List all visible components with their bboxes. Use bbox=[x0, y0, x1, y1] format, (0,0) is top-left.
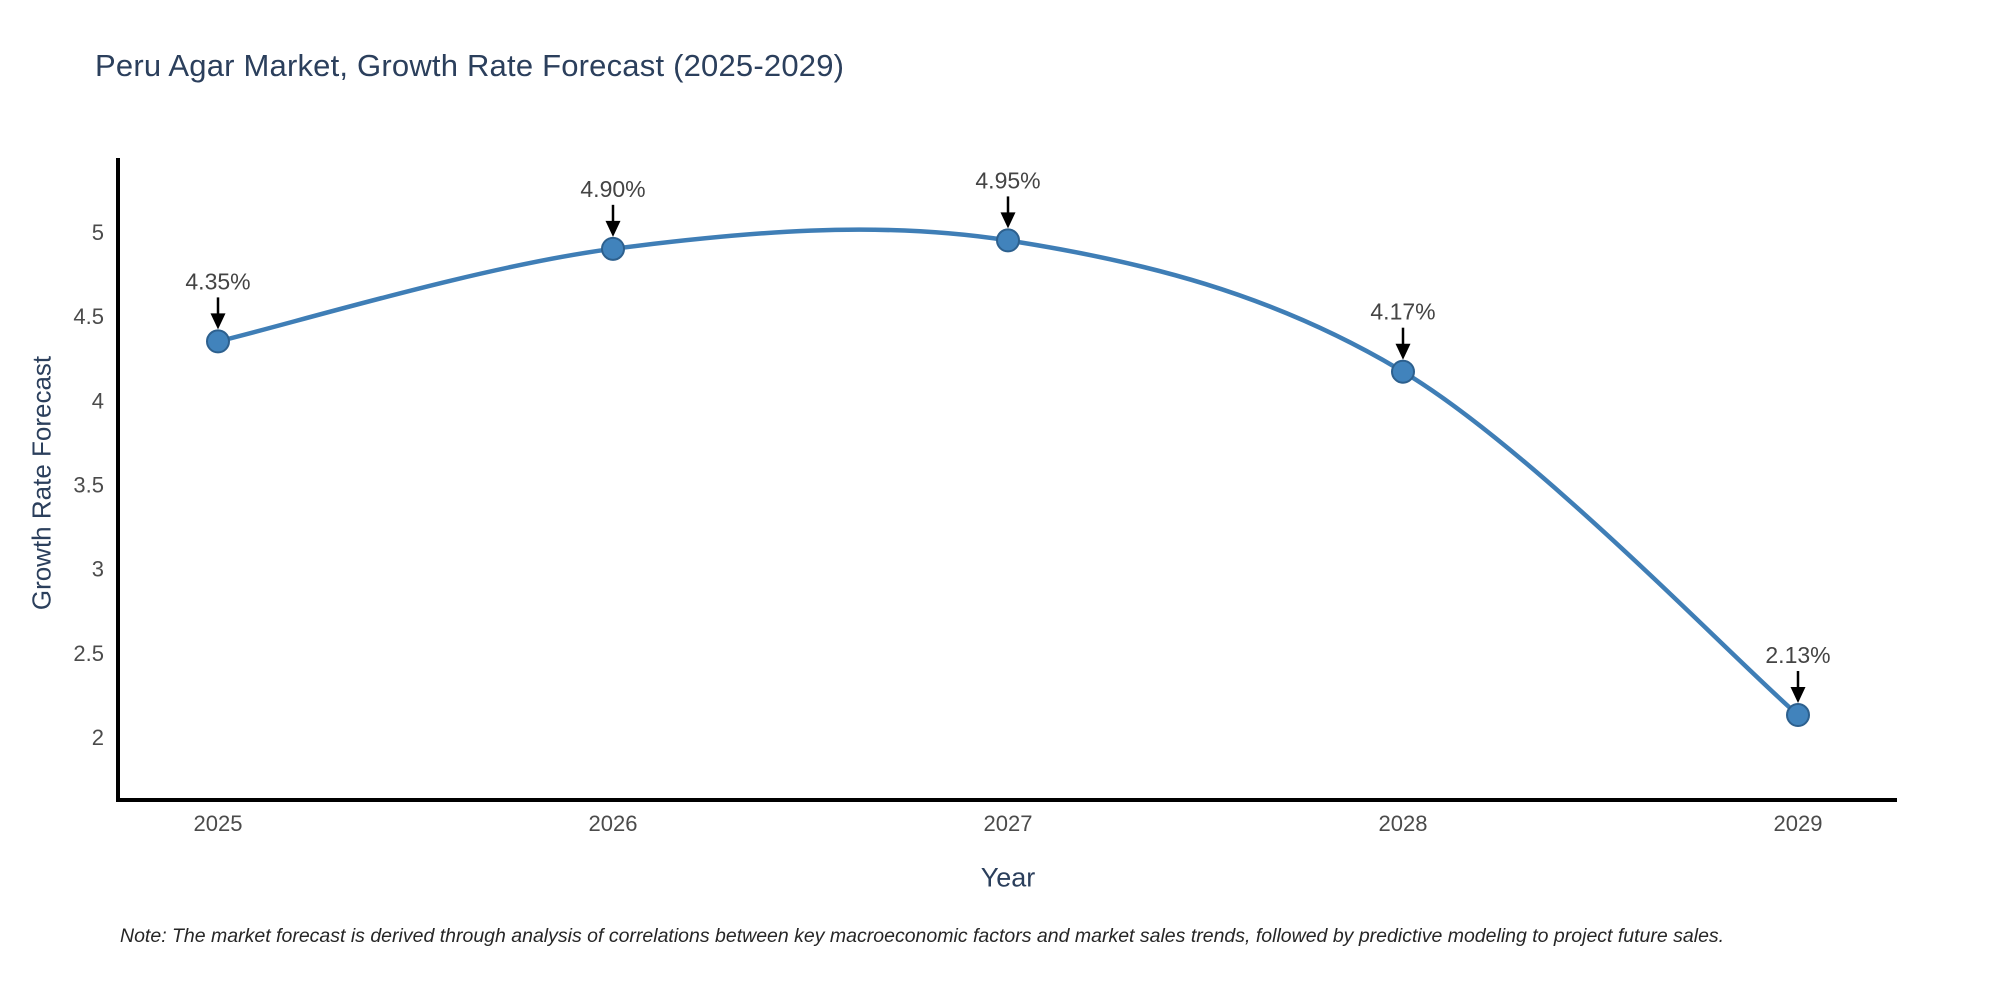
data-point-marker[interactable] bbox=[206, 329, 230, 354]
y-tick-label: 4 bbox=[92, 388, 104, 413]
annotation-label: 4.35% bbox=[185, 268, 250, 294]
annotation-arrowhead-icon bbox=[1790, 687, 1806, 704]
y-tick-label: 2.5 bbox=[73, 641, 104, 666]
annotation-label: 4.17% bbox=[1370, 299, 1435, 325]
footnote: Note: The market forecast is derived thr… bbox=[120, 925, 1725, 947]
x-tick-label: 2027 bbox=[984, 811, 1033, 836]
x-tick-label: 2026 bbox=[589, 811, 638, 836]
chart-title: Peru Agar Market, Growth Rate Forecast (… bbox=[95, 48, 845, 83]
data-point-marker[interactable] bbox=[996, 228, 1020, 253]
annotation-arrowhead-icon bbox=[605, 220, 621, 237]
y-tick-label: 2 bbox=[92, 725, 104, 750]
data-point-marker[interactable] bbox=[1786, 703, 1810, 728]
y-tick-label: 5 bbox=[92, 220, 104, 245]
y-tick-label: 3.5 bbox=[73, 472, 104, 497]
annotation-arrowhead-icon bbox=[1395, 343, 1411, 360]
data-point-marker[interactable] bbox=[601, 236, 625, 261]
annotation-label: 4.90% bbox=[580, 176, 645, 202]
annotation-label: 2.13% bbox=[1765, 642, 1830, 668]
x-tick-label: 2029 bbox=[1774, 811, 1823, 836]
annotation-arrowhead-icon bbox=[210, 313, 226, 330]
data-point-marker[interactable] bbox=[1391, 359, 1415, 384]
forecast-line bbox=[215, 227, 1801, 718]
annotation-arrowhead-icon bbox=[1000, 212, 1016, 229]
x-axis-title: Year bbox=[980, 862, 1036, 893]
y-tick-label: 4.5 bbox=[73, 304, 104, 329]
x-tick-label: 2025 bbox=[194, 811, 243, 836]
annotation-label: 4.95% bbox=[975, 167, 1040, 193]
x-tick-label: 2028 bbox=[1379, 811, 1428, 836]
y-tick-label: 3 bbox=[92, 557, 104, 582]
